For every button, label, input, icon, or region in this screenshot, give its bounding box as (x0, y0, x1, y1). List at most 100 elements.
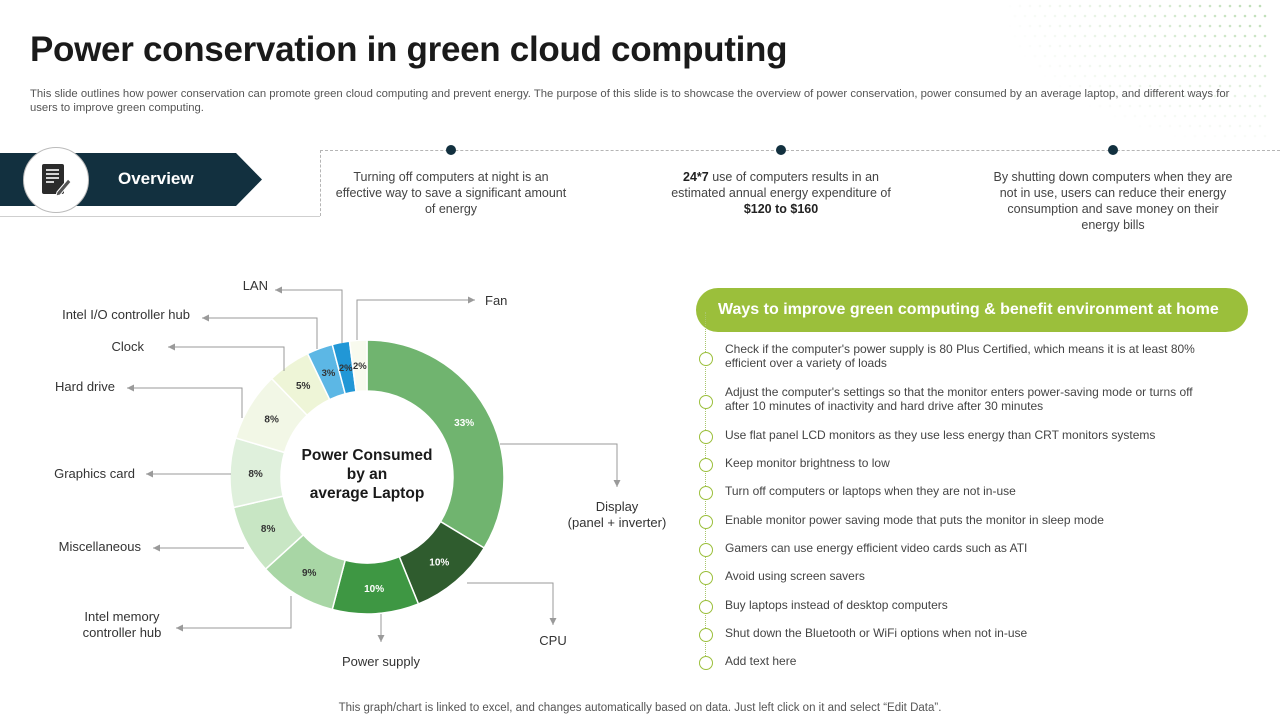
decorative-dot (1243, 114, 1247, 118)
decorative-dot (1103, 54, 1107, 58)
ways-bullet (699, 628, 713, 642)
decorative-dot (1163, 54, 1167, 58)
overview-divider (0, 216, 320, 217)
donut-data-label: 2% (353, 361, 367, 372)
decorative-dot (1243, 54, 1247, 58)
decorative-dot (1053, 54, 1057, 58)
decorative-dot (1113, 54, 1117, 58)
decorative-dot (1058, 44, 1062, 48)
decorative-dot (1148, 44, 1152, 48)
decorative-dot (1048, 24, 1052, 28)
decorative-dot (1118, 24, 1122, 28)
decorative-dot (1078, 44, 1082, 48)
decorative-dot (1208, 44, 1212, 48)
decorative-dot (1083, 34, 1087, 38)
decorative-dot (1248, 124, 1252, 128)
decorative-dot (1223, 114, 1227, 118)
leader-arrowhead (153, 544, 160, 552)
decorative-dot (1098, 64, 1102, 68)
ways-bullet (699, 458, 713, 472)
decorative-dot (1044, 75, 1047, 78)
leader-line (176, 596, 292, 629)
decorative-dot (1108, 44, 1112, 48)
decorative-dot (1133, 34, 1137, 38)
decorative-dot (1213, 34, 1217, 38)
donut-center-label: average Laptop (310, 485, 425, 502)
chart-category-label: Graphics card (54, 466, 135, 481)
donut-data-label: 5% (296, 381, 311, 392)
donut-slice (348, 339, 368, 393)
decorative-dot (1178, 4, 1182, 8)
decorative-dot (1223, 54, 1227, 58)
ways-bullet (699, 515, 713, 529)
donut-data-label: 3% (322, 368, 336, 379)
chart-category-label: Intel I/O controller hub (62, 307, 190, 322)
decorative-dot (1043, 14, 1047, 18)
decorative-dot (1258, 124, 1262, 128)
decorative-dot (1148, 24, 1152, 28)
decorative-dot (1063, 74, 1067, 78)
decorative-dot (1143, 114, 1147, 118)
ways-item-text: Avoid using screen savers (725, 569, 865, 583)
decorative-dot (1088, 64, 1092, 68)
overview-point-1: Turning off computers at night is an eff… (335, 170, 567, 216)
ways-bullet (699, 430, 713, 444)
decorative-dot (1193, 54, 1197, 58)
leader-arrowhead (549, 618, 557, 625)
chart-category-label: (panel + inverter) (568, 515, 667, 530)
decorative-dot (1009, 5, 1012, 8)
decorative-dot (1203, 54, 1207, 58)
ways-bullet (699, 600, 713, 614)
decorative-dot (1018, 24, 1022, 28)
leader-line (168, 346, 285, 371)
decorative-dot (1243, 74, 1247, 78)
ways-bullet (699, 543, 713, 557)
decorative-dot (1053, 34, 1057, 38)
decorative-dot (1253, 54, 1257, 58)
decorative-dot (1263, 54, 1267, 58)
decorative-dot (1233, 94, 1237, 98)
ways-bullet (699, 352, 713, 366)
ways-bullet (699, 486, 713, 500)
leader-arrowhead (146, 470, 153, 478)
ways-item-text: Keep monitor brightness to low (725, 456, 890, 470)
decorative-dot (1193, 74, 1197, 78)
decorative-dot (1238, 124, 1242, 128)
decorative-dot (1183, 54, 1187, 58)
decorative-dot (1028, 4, 1032, 8)
decorative-dot (1058, 4, 1062, 8)
decorative-dot (1233, 74, 1237, 78)
decorative-dot (1218, 24, 1222, 28)
chart-category-label: LAN (243, 278, 268, 293)
page-title: Power conservation in green cloud comput… (30, 30, 788, 69)
decorative-dot (1238, 4, 1242, 8)
decorative-dot (1228, 64, 1232, 68)
decorative-dot (1208, 64, 1212, 68)
decorative-dot (1248, 24, 1252, 28)
decorative-dot (1178, 64, 1182, 68)
chart-category-label: Fan (485, 293, 507, 308)
leader-line (356, 299, 475, 340)
decorative-dot (1203, 74, 1207, 78)
decorative-dot (1238, 104, 1242, 108)
decorative-dot (1218, 124, 1222, 128)
decorative-dot (1083, 14, 1087, 18)
donut-data-label: 8% (264, 415, 279, 426)
decorative-dot (1103, 14, 1107, 18)
decorative-dot (1023, 34, 1027, 38)
decorative-dot (1198, 64, 1202, 68)
leader-arrowhead (176, 624, 183, 632)
chart-category-label: Intel memory (84, 609, 160, 624)
decorative-dot (1188, 4, 1192, 8)
ways-item-text: Gamers can use energy efficient video ca… (725, 541, 1028, 555)
decorative-dot (1163, 34, 1167, 38)
decorative-dot (1038, 24, 1042, 28)
decorative-dot (1243, 34, 1247, 38)
decorative-dot (1233, 54, 1237, 58)
decorative-dot (1173, 34, 1177, 38)
decorative-dot (1258, 44, 1262, 48)
decorative-dot (1174, 135, 1177, 138)
decorative-dot (1098, 44, 1102, 48)
overview-point-marker (1108, 145, 1118, 155)
decorative-dot (1098, 4, 1102, 8)
